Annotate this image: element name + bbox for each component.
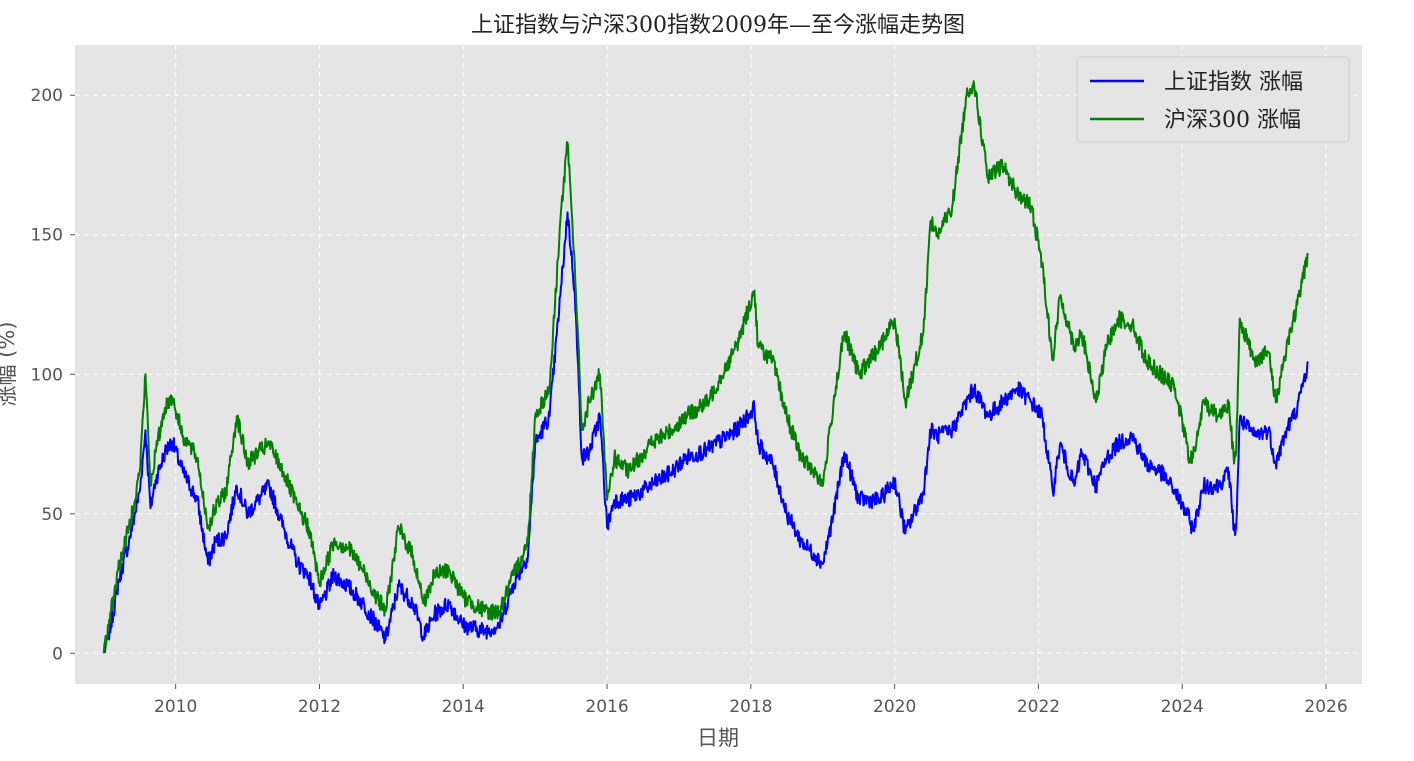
x-tick-label: 2018: [729, 697, 772, 717]
legend-box: [1076, 56, 1350, 143]
legend-label-csi300: 沪深300 涨幅: [1164, 108, 1301, 133]
y-axis-label: 涨幅 (%): [0, 321, 19, 406]
y-tick-label: 0: [52, 644, 63, 664]
legend: 上证指数 涨幅 沪深300 涨幅: [1076, 56, 1350, 143]
y-tick-label: 50: [41, 505, 63, 525]
chart-title: 上证指数与沪深300指数2009年—至今涨幅走势图: [471, 13, 965, 38]
series-layer: [102, 80, 1309, 654]
x-axis-label: 日期: [697, 726, 739, 750]
x-tick-label: 2024: [1161, 697, 1204, 717]
x-tick-label: 2010: [154, 697, 197, 717]
x-tick-label: 2016: [585, 697, 628, 717]
series-line-csi300: [102, 80, 1309, 654]
x-axis: 2010 2012 2014 2016 2018 2020 2022 2024 2026: [154, 684, 1348, 717]
legend-label-shanghai: 上证指数 涨幅: [1164, 70, 1303, 95]
x-tick-label: 2020: [873, 697, 916, 717]
x-tick-label: 2022: [1017, 697, 1060, 717]
y-axis: 0 50 100 150 200: [31, 86, 75, 664]
series-line-shanghai: [102, 211, 1309, 654]
x-tick-label: 2026: [1304, 697, 1347, 717]
y-tick-label: 150: [31, 226, 63, 246]
x-tick-label: 2012: [298, 697, 341, 717]
y-tick-label: 100: [31, 365, 63, 385]
y-tick-label: 200: [31, 86, 63, 106]
x-tick-label: 2014: [442, 697, 485, 717]
